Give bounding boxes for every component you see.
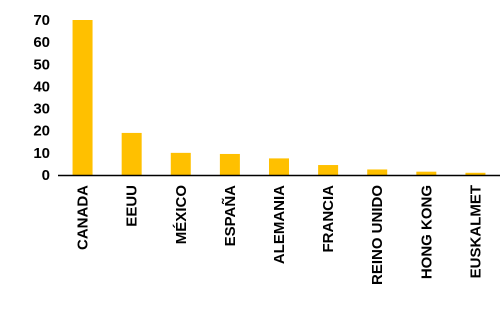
bar	[269, 158, 289, 175]
bar	[121, 132, 142, 175]
category-labels: CANADA EEUU MÉXICO ESPAÑA ALEMANIA FRANCIA REI…	[75, 185, 485, 285]
category-label: CANADA	[75, 185, 92, 250]
category-label: EEUU	[124, 185, 141, 227]
y-tick-label: 0	[42, 167, 50, 184]
y-tick-label: 50	[33, 56, 50, 73]
y-tick-label: 20	[33, 123, 50, 140]
bar	[219, 153, 240, 175]
bar	[72, 20, 93, 175]
bar	[416, 171, 437, 175]
category-label: ESPAÑA	[221, 185, 239, 247]
category-label: REINO UNIDO	[369, 185, 386, 285]
bars	[72, 20, 486, 175]
bar	[367, 169, 388, 175]
y-tick-label: 70	[33, 12, 50, 29]
y-tick-label: 60	[33, 34, 50, 51]
bar	[465, 172, 486, 175]
category-label: EUSKALMET	[467, 185, 484, 278]
category-label: MÉXICO	[173, 185, 190, 245]
category-label: ALEMANIA	[271, 185, 288, 264]
y-axis-ticks: 70 60 50 40 30 20 10 0	[33, 12, 50, 184]
bar	[170, 152, 191, 175]
y-tick-label: 40	[33, 78, 50, 95]
category-label: FRANCIA	[320, 185, 337, 253]
y-tick-label: 30	[33, 101, 50, 118]
y-tick-label: 10	[33, 145, 50, 162]
bar	[318, 165, 339, 175]
category-label: HONG KONG	[418, 185, 435, 279]
